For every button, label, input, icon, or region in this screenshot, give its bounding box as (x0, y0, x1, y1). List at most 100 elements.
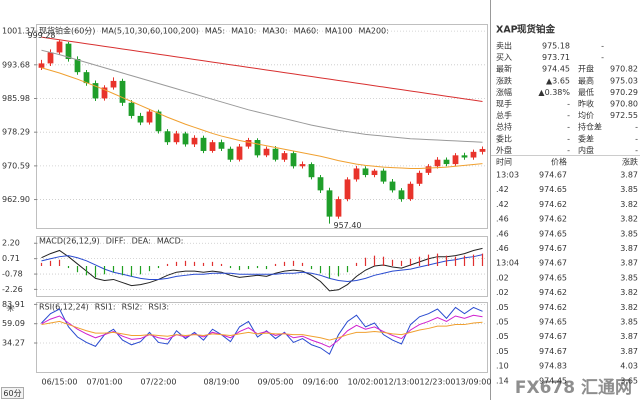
quote-name: 现货铂金 (517, 24, 556, 36)
y-tick-label: 978.29 (2, 128, 30, 137)
tick-cell: 3.87 (620, 244, 638, 253)
quote-label: 最新 (496, 64, 512, 74)
candle-body (101, 87, 108, 99)
tick-cell: 3.82 (620, 288, 638, 297)
legend-entry: DIFF: (106, 237, 126, 246)
quote-value: - (567, 123, 570, 132)
candle-body (110, 80, 117, 88)
tick-cell: 974.65 (539, 273, 567, 282)
legend-entry: MA30: (262, 27, 287, 36)
tick-cell: 974.65 (539, 229, 567, 238)
tick-cell: 974.67 (539, 171, 567, 180)
y-tick-label: 985.98 (2, 94, 30, 103)
tick-cell: .46 (496, 229, 509, 238)
tick-cell: 3.85 (620, 229, 638, 238)
tick-cell: .42 (496, 200, 509, 209)
candle-body (137, 115, 144, 123)
candle-body (425, 166, 432, 173)
tick-cell: 3.87 (620, 332, 638, 341)
legend-entry: MA200: (359, 27, 389, 36)
moving-average-line (41, 36, 483, 102)
quote-symbol: XAP (496, 25, 518, 36)
period-button[interactable] (1, 387, 24, 399)
tick-cell: 13:04 (496, 259, 519, 268)
candle-body (218, 142, 225, 149)
tick-header: 涨跌 (622, 157, 638, 167)
tick-cell: 974.45 (539, 376, 567, 385)
panel-title: MACD(26,12,9) (39, 237, 100, 246)
candle-body (416, 172, 423, 184)
tick-cell: 3.87 (620, 259, 638, 268)
x-tick-label: 09/05:00 (258, 378, 294, 387)
tick-cell: 974.83 (539, 362, 567, 371)
candle-body (479, 148, 486, 152)
indicator-label: MA(5,10,30,60,100,200) (101, 27, 199, 36)
tick-cell: .05 (496, 318, 509, 327)
legend-entry: MA5: (205, 27, 225, 36)
candle-body (164, 131, 171, 143)
candle-body (353, 168, 360, 180)
period-button-label[interactable]: 60分 (3, 389, 21, 398)
y-tick-label: -0.78 (2, 270, 23, 279)
tick-cell: 974.62 (539, 303, 567, 312)
quote-label: 均价 (578, 110, 594, 120)
quote-value: 975.03 (610, 76, 638, 85)
quote-label: 现手 (496, 99, 512, 109)
x-tick-label: 13/09:00 (456, 378, 492, 387)
quote-value: - (601, 53, 604, 62)
candle-body (362, 168, 369, 176)
tick-cell: 3.85 (620, 185, 638, 194)
candle-body (38, 63, 45, 68)
tick-cell: 974.67 (539, 259, 567, 268)
quote-value: 970.80 (610, 100, 638, 109)
x-tick-label: 07/01:00 (87, 378, 123, 387)
tick-cell: .02 (496, 273, 509, 282)
candle-body (173, 133, 180, 143)
legend-entry: MA60: (294, 27, 319, 36)
candle-body (299, 164, 306, 167)
candle-body (47, 52, 54, 64)
candle-body (452, 155, 459, 165)
candle-body (128, 102, 135, 116)
tick-cell: 3.87 (620, 171, 638, 180)
legend-entry: RSI2: (122, 303, 143, 312)
quote-value: - (567, 146, 570, 155)
quote-label: 买入 (496, 53, 512, 62)
quote-value: - (601, 42, 604, 51)
quote-value: - (567, 134, 570, 143)
macd-panel-frame (36, 236, 488, 297)
candle-body (263, 148, 270, 156)
candle-body (254, 140, 261, 156)
candle-body (308, 164, 315, 178)
y-tick-label: 970.59 (2, 161, 30, 170)
quote-label: 昨收 (578, 99, 594, 109)
tick-cell: 3.87 (620, 347, 638, 356)
legend-entry: MA10: (231, 27, 256, 36)
quote-value: 970.29 (610, 88, 638, 97)
candle-body (317, 177, 324, 191)
quote-label: 持仓差 (578, 122, 602, 132)
tick-cell: 974.67 (539, 244, 567, 253)
candle-body (407, 183, 414, 200)
x-tick-label: 07/22:00 (141, 378, 177, 387)
tick-cell: 974.62 (539, 200, 567, 209)
x-tick-label: 06/15:00 (42, 378, 78, 387)
quote-label: 委比 (496, 133, 512, 143)
quote-label: 总手 (496, 110, 512, 120)
y-tick-label: -2.26 (2, 285, 23, 294)
y-tick-label: 993.68 (2, 60, 30, 69)
indicator-line (41, 247, 483, 292)
moving-average-line (41, 67, 483, 169)
panel-title: RSI(6,12,24) (39, 303, 89, 312)
tick-cell: 974.67 (539, 332, 567, 341)
candle-body (236, 146, 243, 160)
settings-icon[interactable]: ✳ (6, 302, 15, 315)
quote-label: 内盘 (578, 145, 594, 155)
rsi-panel-frame (36, 302, 488, 373)
indicator-line (41, 320, 483, 341)
y-tick-label: 1001.37 (2, 27, 35, 36)
candle-body (371, 170, 378, 176)
candle-body (344, 179, 351, 200)
tick-cell: 3.85 (620, 273, 638, 282)
